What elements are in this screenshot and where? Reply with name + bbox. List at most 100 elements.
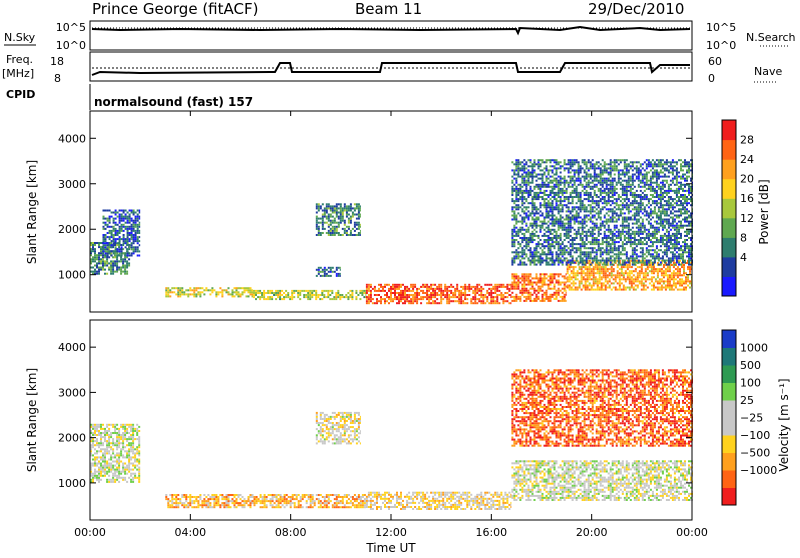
power-cell bbox=[627, 276, 629, 278]
power-cell bbox=[633, 287, 635, 289]
power-cell bbox=[454, 296, 456, 298]
power-cell bbox=[626, 225, 628, 227]
power-cell bbox=[462, 288, 464, 290]
power-cell bbox=[614, 217, 616, 219]
power-cell bbox=[616, 192, 618, 194]
power-cell bbox=[540, 253, 542, 255]
power-cell bbox=[131, 234, 133, 236]
power-cell bbox=[564, 257, 566, 259]
power-cell bbox=[634, 253, 636, 255]
power-cell bbox=[540, 262, 542, 264]
power-cell bbox=[307, 290, 309, 292]
power-cell bbox=[608, 192, 610, 194]
power-cell bbox=[582, 241, 584, 243]
power-cell bbox=[388, 290, 390, 292]
power-cell bbox=[129, 232, 131, 234]
power-cell bbox=[601, 266, 603, 268]
power-cell bbox=[540, 264, 542, 266]
power-cell bbox=[525, 167, 527, 169]
power-cell bbox=[230, 293, 232, 295]
power-cell bbox=[542, 159, 544, 161]
power-cell bbox=[634, 233, 636, 235]
power-cell bbox=[666, 215, 668, 217]
power-cell bbox=[630, 239, 632, 241]
power-cell bbox=[669, 276, 671, 278]
power-cell bbox=[382, 288, 384, 290]
power-cell bbox=[664, 253, 666, 255]
power-cell bbox=[392, 284, 394, 286]
power-cell bbox=[528, 292, 530, 294]
power-cell bbox=[608, 231, 610, 233]
power-cell bbox=[110, 260, 112, 262]
power-cell bbox=[560, 178, 562, 180]
power-cell bbox=[642, 255, 644, 257]
power-cell bbox=[236, 287, 238, 289]
power-cell bbox=[538, 286, 540, 288]
power-cell bbox=[139, 240, 141, 242]
power-cell bbox=[100, 248, 102, 250]
power-cell bbox=[281, 294, 283, 296]
power-cell bbox=[548, 178, 550, 180]
power-cell bbox=[590, 241, 592, 243]
power-cell bbox=[678, 159, 680, 161]
power-cell bbox=[612, 208, 614, 210]
power-cell bbox=[548, 247, 550, 249]
power-cell bbox=[606, 253, 608, 255]
power-cell bbox=[654, 262, 656, 264]
power-cell bbox=[584, 172, 586, 174]
power-cell bbox=[618, 182, 620, 184]
power-cell bbox=[608, 227, 610, 229]
power-cell bbox=[628, 206, 630, 208]
power-cell bbox=[663, 264, 665, 266]
power-cell bbox=[426, 294, 428, 296]
power-cell bbox=[670, 196, 672, 198]
power-cell bbox=[412, 294, 414, 296]
power-cell bbox=[581, 282, 583, 284]
power-cell bbox=[519, 264, 521, 266]
power-cell bbox=[587, 280, 589, 282]
power-cell bbox=[552, 253, 554, 255]
power-cell bbox=[107, 236, 109, 238]
power-cell bbox=[521, 192, 523, 194]
power-cell bbox=[667, 270, 669, 272]
power-cell bbox=[658, 219, 660, 221]
power-cell bbox=[642, 247, 644, 249]
power-cell bbox=[624, 176, 626, 178]
power-cell bbox=[668, 165, 670, 167]
power-cell bbox=[552, 229, 554, 231]
power-cell bbox=[480, 290, 482, 292]
power-cell bbox=[560, 188, 562, 190]
power-cell bbox=[576, 159, 578, 161]
power-cell bbox=[560, 237, 562, 239]
power-cell bbox=[660, 241, 662, 243]
power-cell bbox=[642, 221, 644, 223]
power-cell bbox=[566, 262, 568, 264]
power-cell bbox=[126, 271, 128, 273]
power-cell bbox=[598, 161, 600, 163]
power-cell bbox=[446, 298, 448, 300]
power-cell bbox=[668, 202, 670, 204]
power-cell bbox=[139, 210, 141, 212]
power-cell bbox=[678, 200, 680, 202]
power-cell bbox=[658, 239, 660, 241]
power-cell bbox=[592, 233, 594, 235]
power-cell bbox=[606, 243, 608, 245]
power-cell bbox=[410, 298, 412, 300]
power-cell bbox=[590, 167, 592, 169]
power-cell bbox=[574, 233, 576, 235]
power-cell bbox=[548, 174, 550, 176]
power-cell bbox=[623, 276, 625, 278]
power-cell bbox=[480, 302, 482, 304]
power-cell bbox=[661, 285, 663, 287]
power-cell bbox=[536, 275, 538, 277]
power-cell bbox=[612, 264, 614, 266]
power-cell bbox=[636, 227, 638, 229]
power-cell bbox=[111, 250, 113, 252]
power-cell bbox=[542, 176, 544, 178]
power-cell bbox=[100, 250, 102, 252]
power-cell bbox=[654, 165, 656, 167]
power-cell bbox=[109, 232, 111, 234]
power-cell bbox=[568, 196, 570, 198]
power-cell bbox=[408, 294, 410, 296]
power-cell bbox=[670, 237, 672, 239]
